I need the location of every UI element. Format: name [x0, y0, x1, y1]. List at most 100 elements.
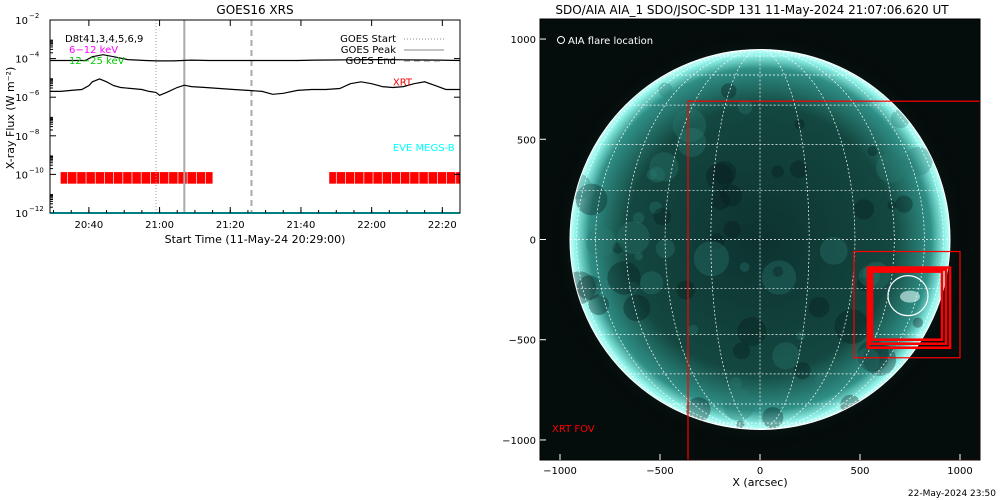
disk-texture-blob: [771, 165, 785, 178]
disk-texture-blob: [607, 261, 641, 295]
aia-xtick-label: 500: [850, 466, 869, 477]
goes-ytick-exponent: −4: [29, 51, 40, 59]
goes-series-line-0: [50, 54, 461, 62]
disk-texture-blob: [640, 271, 664, 295]
disk-texture-blob: [649, 201, 662, 214]
aia-ytick-label: 0: [530, 236, 536, 247]
goes-flare-lines: [155, 20, 253, 213]
disk-texture-blob: [723, 221, 741, 239]
aia-image: [547, 26, 980, 460]
longitude-line: [759, 49, 895, 430]
goes-xtick-label: 20:40: [74, 220, 103, 231]
legend-circle-icon: [557, 36, 565, 44]
goes-annotations: XRT EVE MEGS-B: [393, 78, 455, 155]
disk-texture-blob: [634, 252, 643, 261]
disk-texture-blob: [863, 342, 897, 376]
disk-texture-blob: [819, 237, 848, 265]
disk-texture-blob: [761, 260, 797, 295]
xrt-coverage-bars: [60, 172, 460, 184]
disk-texture-blob: [712, 161, 737, 185]
goes-ytick-label: 10: [15, 55, 28, 66]
disk-texture-blob: [612, 242, 624, 254]
disk-texture-blob: [628, 281, 639, 292]
disk-texture-blob: [772, 342, 800, 370]
disk-texture-blob: [710, 190, 730, 210]
xrt-pointing-boxes: [853, 250, 961, 359]
xrt-pointing-box: [853, 250, 961, 359]
aia-legend-label: AIA flare location: [568, 36, 653, 47]
disk-texture-blob: [676, 280, 696, 300]
disk-texture-blob: [693, 241, 730, 277]
longitude-line: [664, 49, 761, 430]
goes-annotation: EVE MEGS-B: [393, 143, 455, 154]
disk-texture-blob: [595, 279, 613, 298]
legend-flare-label: GOES End: [346, 56, 396, 67]
aia-x-axis: −1000 −500 0 500 1000: [543, 454, 973, 477]
legend-detector-list: D8t41,3,4,5,6,9: [65, 34, 143, 45]
flare-location-marker: [887, 275, 929, 317]
disk-texture-blob: [653, 207, 672, 226]
disk-texture-blob: [646, 169, 657, 180]
goes-ytick-label: 10: [15, 16, 28, 27]
disk-texture-blob: [677, 127, 707, 157]
disk-texture-blob: [834, 309, 870, 345]
aia-ytick-label: −1000: [502, 436, 536, 447]
legend-flare-label: GOES Start: [340, 34, 396, 45]
longitude-line: [625, 49, 761, 430]
aia-xtick-label: 1000: [947, 466, 972, 477]
goes-ylabel: X-ray Flux (W m⁻²): [4, 67, 17, 169]
xrt-pointing-box: [870, 270, 944, 342]
disk-texture-blob: [739, 262, 750, 272]
aia-xtick-label: −1000: [543, 466, 577, 477]
goes-series-line-1: [50, 78, 460, 96]
goes-xtick-label: 21:00: [145, 220, 174, 231]
xrt-coverage-bar: [60, 172, 213, 184]
disk-texture-blob: [738, 99, 753, 115]
legend-6-12kev: 6−12 keV: [69, 45, 118, 56]
disk-texture-blob: [796, 331, 806, 341]
goes-ytick-label: 10: [15, 93, 28, 104]
disk-texture-blob: [895, 195, 913, 213]
aia-ytick-label: 500: [517, 135, 536, 146]
aia-xlabel: X (arcsec): [732, 476, 787, 489]
disk-texture-blob: [794, 362, 811, 380]
disk-texture-blob: [576, 275, 602, 300]
xrt-coverage-bar: [329, 172, 460, 184]
aia-xtick-label: 0: [757, 466, 763, 477]
disk-texture-blob: [903, 146, 933, 176]
goes-title: GOES16 XRS: [216, 3, 293, 17]
disk-texture-blob: [722, 388, 755, 421]
aia-y-axis: −1000 −500 0 500 1000: [502, 35, 546, 447]
disk-texture-blob: [648, 166, 665, 183]
goes-ytick-label: 10: [15, 209, 28, 220]
aia-ytick-label: 1000: [511, 35, 536, 46]
longitude-line: [759, 49, 810, 430]
disk-texture-blob: [649, 152, 679, 182]
disk-texture-blob: [867, 145, 878, 157]
disk-texture: [570, 82, 933, 429]
disk-texture-blob: [736, 420, 745, 429]
xrt-pointing-box: [868, 268, 948, 346]
goes-ytick-exponent: −12: [29, 205, 44, 213]
solar-limb: [569, 49, 951, 430]
disk-texture-blob: [772, 266, 784, 277]
disk-texture-blob: [814, 373, 830, 388]
disk-texture-blob: [687, 324, 699, 335]
goes-ytick-label: 10: [15, 132, 28, 143]
disk-texture-blob: [733, 342, 751, 360]
goes-xtick-label: 22:20: [428, 220, 457, 231]
goes-ytick-exponent: −10: [29, 166, 44, 174]
disk-texture-blob: [737, 317, 767, 346]
disk-texture-blob: [617, 221, 650, 255]
disk-texture-blob: [794, 118, 805, 130]
goes-plot-frame: [49, 19, 461, 214]
disk-texture-blob: [658, 82, 673, 97]
disk-texture-blob: [706, 163, 734, 191]
xrt-fov-label: XRT FOV: [552, 424, 595, 435]
disk-texture-blob: [853, 199, 875, 220]
goes-ytick-exponent: −6: [29, 89, 40, 97]
goes-legend-left: D8t41,3,4,5,6,9 6−12 keV 12−25 keV: [65, 34, 143, 67]
